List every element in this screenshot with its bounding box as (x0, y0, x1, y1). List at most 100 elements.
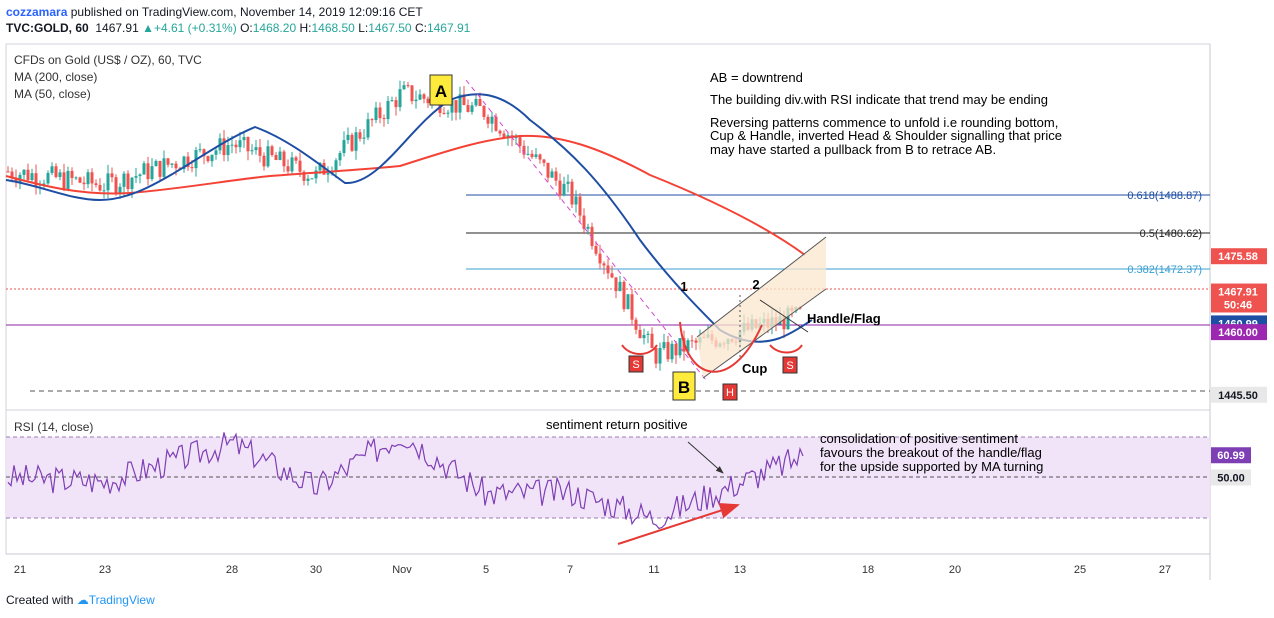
candle-body (518, 137, 522, 146)
handle-line[interactable] (759, 299, 809, 333)
candle-body (246, 137, 250, 152)
label-a-box (429, 74, 453, 106)
candle (522, 140, 526, 159)
x-tick-label: Nov (392, 564, 412, 576)
candle-body (498, 130, 502, 134)
low-value: 1467.50 (368, 21, 412, 35)
chart-title: CFDs on Gold (US$ / OZ), 60, TVC (14, 53, 202, 67)
legend-rsi[interactable]: RSI (14, close) (14, 420, 93, 434)
flag-channel-lower[interactable] (702, 288, 827, 379)
legend-ma200[interactable]: MA (200, close) (14, 70, 97, 84)
candle (602, 261, 606, 275)
candle-body (290, 157, 294, 172)
tradingview-brand[interactable]: TradingView (88, 593, 155, 607)
candle-body (414, 99, 418, 102)
candle (542, 158, 546, 167)
price-pane[interactable] (5, 43, 1211, 411)
candle-body (538, 154, 542, 160)
flag-channel-upper[interactable] (696, 236, 827, 338)
candle (310, 178, 314, 180)
candle (498, 129, 502, 137)
candle-body (638, 329, 642, 339)
candle-body (30, 173, 34, 181)
candle-body (114, 177, 118, 193)
price-label-4: 1460.00 (1211, 324, 1267, 341)
candle (210, 154, 214, 167)
fib-label-618: 0.618(1488.87) (1127, 190, 1202, 202)
candle-body (282, 151, 286, 167)
candle (326, 166, 330, 183)
candle-body (154, 160, 158, 167)
candle-body (374, 107, 378, 121)
candle (338, 150, 342, 167)
candle-body (74, 177, 78, 179)
candle-body (242, 137, 246, 141)
created-with-text: Created with (6, 593, 74, 607)
candle (158, 160, 162, 182)
candle-body (222, 138, 226, 156)
candle-body (402, 85, 406, 90)
candle (638, 325, 642, 339)
candle-body (130, 177, 134, 190)
candle (286, 159, 290, 175)
candle (410, 84, 414, 105)
candle (482, 104, 486, 120)
candle-body (478, 98, 482, 106)
candle (214, 146, 218, 160)
candle (58, 169, 62, 181)
candle-body (654, 347, 658, 364)
candle (78, 176, 82, 184)
ma200-line (5, 134, 806, 256)
price-label-text: 1467.91 (1218, 287, 1258, 299)
candle-body (206, 156, 210, 162)
candle (334, 158, 338, 179)
candle-body (318, 162, 322, 171)
candle-body (14, 177, 18, 182)
open-value: 1468.20 (252, 21, 297, 35)
candle-body (26, 169, 30, 181)
rsi-divergence-arrow (617, 502, 740, 545)
candle-body (314, 170, 318, 179)
candle-body (146, 163, 150, 180)
candle-body (294, 157, 298, 161)
candle-body (418, 94, 422, 100)
legend-ma50[interactable]: MA (50, close) (14, 87, 91, 101)
candle (154, 159, 158, 167)
candle (534, 148, 538, 159)
candle (402, 81, 406, 90)
candle (458, 86, 462, 120)
candle-body (46, 172, 50, 184)
candle-body (390, 100, 394, 102)
candle (674, 340, 678, 364)
candle (554, 167, 558, 186)
shoulder-left-box (628, 355, 644, 373)
candle-body (546, 162, 550, 178)
candle-body (530, 153, 534, 157)
candle (246, 136, 250, 161)
candle (538, 153, 542, 164)
candle (618, 275, 622, 292)
candle (626, 294, 630, 310)
author-name[interactable]: cozzamara (6, 5, 68, 19)
candle (98, 178, 102, 192)
rsi-comment-1: consolidation of positive sentiment (820, 431, 1018, 446)
candle-body (450, 100, 454, 113)
candle-body (466, 105, 470, 112)
fib-label-382: 0.382(1472.37) (1127, 264, 1202, 276)
candle-body (334, 160, 338, 172)
candle-body (310, 178, 314, 180)
price-label-text: 1460.00 (1218, 327, 1258, 339)
candle (518, 134, 522, 154)
candle-body (70, 170, 74, 179)
price-label-text: 50:46 (1224, 299, 1252, 311)
rsi-label-bg (1211, 447, 1251, 464)
candle-body (210, 154, 214, 162)
price-label-text: 1475.58 (1218, 251, 1258, 263)
candle-body (494, 116, 498, 131)
candle (142, 160, 146, 175)
price-label-text: 1445.50 (1218, 390, 1258, 402)
ab-trendline[interactable] (465, 79, 707, 381)
candle-body (442, 112, 446, 114)
candle (110, 167, 114, 183)
